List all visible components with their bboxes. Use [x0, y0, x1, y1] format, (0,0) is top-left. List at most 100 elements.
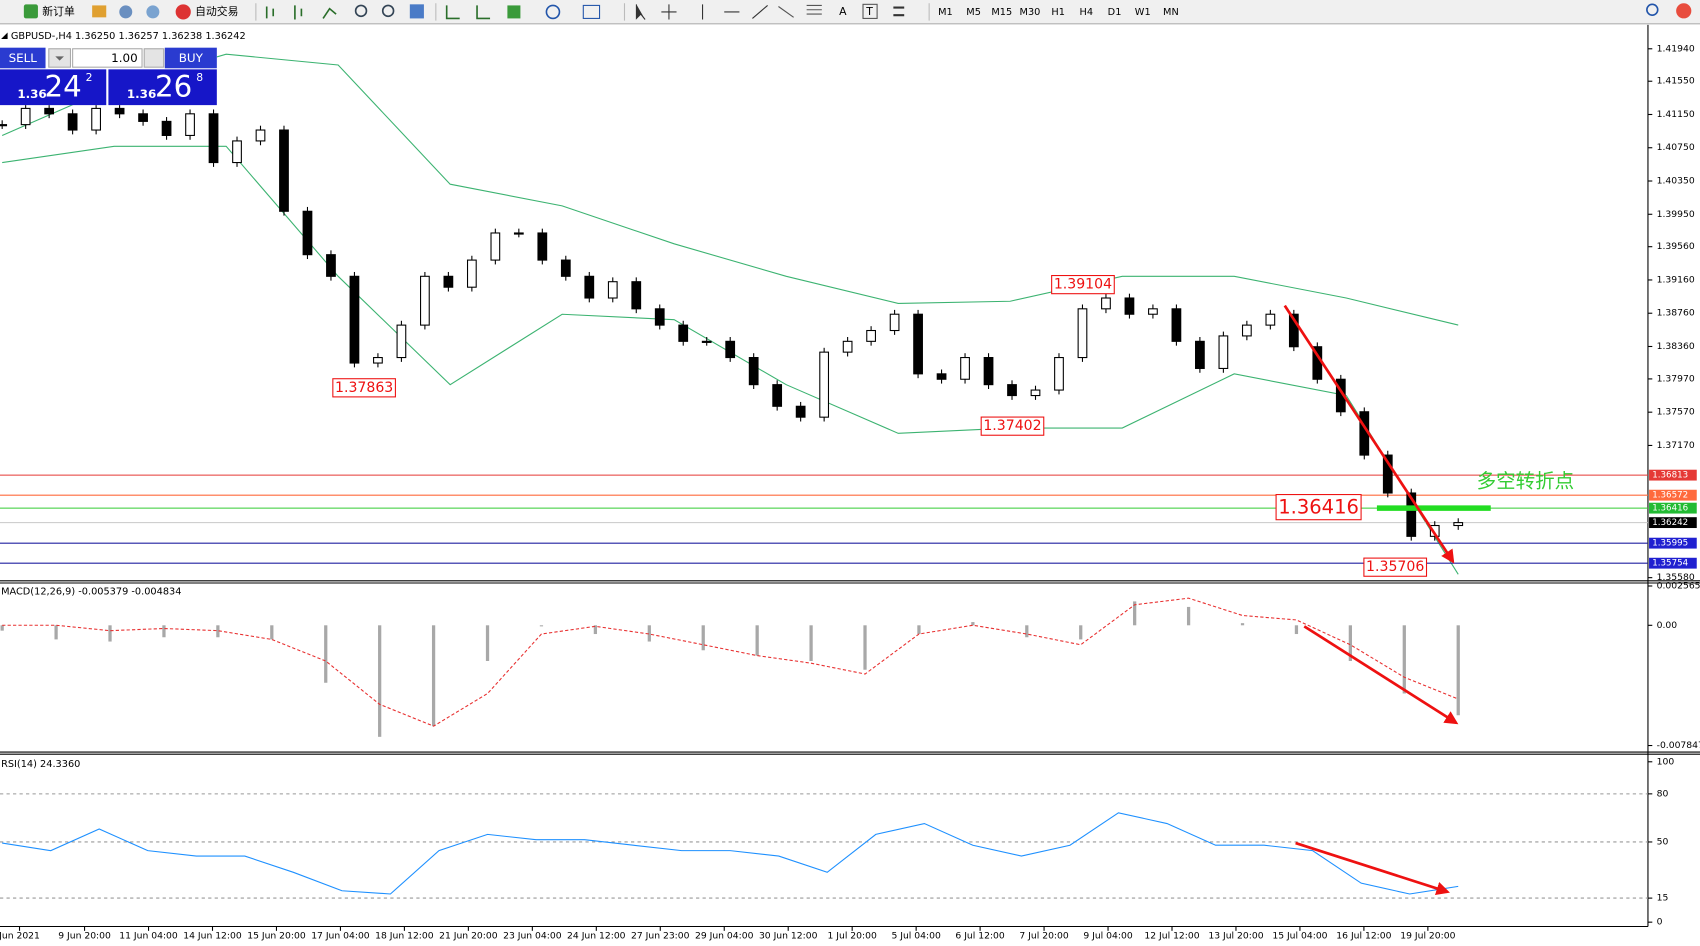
candle	[866, 329, 876, 342]
timeframe[interactable]: M15	[991, 7, 1012, 18]
candle	[1077, 308, 1088, 359]
macd-bar	[809, 625, 813, 661]
tile-icon[interactable]	[409, 4, 424, 19]
lots-input[interactable]	[72, 48, 143, 68]
bid-frac: 2	[86, 71, 93, 84]
macd-bar	[1133, 601, 1137, 626]
y-tick-label: 100	[1657, 756, 1675, 767]
candle	[67, 113, 78, 131]
zoom-in[interactable]	[354, 4, 368, 18]
scroll-icons[interactable]	[445, 5, 491, 20]
new-order[interactable]: 新订单	[42, 4, 75, 18]
icon[interactable]	[146, 5, 160, 19]
price-level-label: 1.36242	[1652, 518, 1688, 528]
one-click-trading: SELL 1.00 BUY 1.36 24 2 1.36 26 8	[0, 46, 217, 106]
label-tool[interactable]: T	[865, 5, 873, 18]
periods-icon[interactable]	[545, 4, 561, 20]
templates-icon[interactable]	[582, 4, 601, 19]
timeframe[interactable]: W1	[1135, 7, 1151, 18]
text-tool[interactable]: A	[839, 5, 847, 18]
price-level-label: 1.36416	[1652, 504, 1688, 514]
macd-bar	[270, 625, 274, 640]
ask-box[interactable]	[108, 69, 217, 106]
time-label: 18 Jun 12:00	[375, 931, 434, 942]
notifications[interactable]	[1676, 3, 1692, 19]
y-tick-label: 1.38360	[1657, 341, 1695, 352]
indicators-icon[interactable]	[507, 5, 521, 19]
series-line	[2, 812, 1459, 895]
icon[interactable]	[265, 6, 275, 19]
timeframe[interactable]: D1	[1108, 7, 1122, 18]
candle	[490, 232, 501, 261]
candle	[819, 351, 830, 418]
icon[interactable]	[119, 5, 133, 19]
macd-bar	[431, 625, 436, 727]
search[interactable]	[1646, 3, 1659, 16]
macd-bar	[971, 622, 975, 626]
candle	[138, 113, 148, 122]
candle	[560, 259, 571, 277]
label-tool-box[interactable]	[862, 3, 878, 19]
auto-trading-icon[interactable]	[175, 4, 191, 20]
time-label: 15 Jul 04:00	[1272, 931, 1327, 942]
zoom-out[interactable]	[381, 4, 395, 18]
y-tick-label: 1.37170	[1657, 440, 1695, 451]
candle	[748, 357, 759, 386]
icon[interactable]	[294, 5, 303, 20]
candle	[326, 254, 336, 277]
collapse-triangle	[1, 32, 8, 40]
bid-box[interactable]	[0, 69, 107, 106]
macd-bar	[701, 625, 705, 651]
timeframe[interactable]: M1	[938, 7, 953, 18]
candle	[983, 357, 994, 386]
auto-trading[interactable]: 自动交易	[195, 4, 238, 18]
timeframe[interactable]: H4	[1080, 7, 1094, 18]
line-icons[interactable]	[702, 4, 768, 20]
arrow-icon	[55, 56, 64, 61]
price-level-tag	[1649, 469, 1697, 481]
candle	[678, 324, 689, 342]
time-label: 11 Jun 04:00	[119, 931, 178, 942]
timeframe[interactable]: MN	[1163, 7, 1179, 18]
timeframe[interactable]: M30	[1020, 7, 1041, 18]
macd-bar	[0, 625, 4, 631]
lots-up[interactable]	[143, 48, 165, 68]
timeframe[interactable]: H1	[1051, 7, 1065, 18]
time-label: 29 Jun 04:00	[695, 931, 754, 942]
buy-button[interactable]	[164, 47, 217, 69]
timeframe[interactable]: M5	[966, 7, 981, 18]
time-label: 5 Jul 04:00	[891, 931, 940, 942]
price-annotation: 1.39104	[1054, 277, 1112, 293]
lots-value[interactable]: 1.00	[111, 51, 138, 65]
y-tick-label: 1.41150	[1657, 109, 1695, 120]
crosshair-icon[interactable]	[661, 4, 677, 20]
time-label: 30 Jun 12:00	[759, 931, 818, 942]
candle	[44, 107, 55, 115]
sell-button[interactable]	[0, 47, 46, 69]
arrows-icon[interactable]	[893, 6, 905, 17]
time-label: 19 Jul 20:00	[1400, 931, 1455, 942]
candle	[0, 124, 8, 127]
candle	[1148, 308, 1158, 315]
candle	[1101, 297, 1111, 310]
new-order-icon[interactable]	[23, 4, 38, 19]
rsi-header: RSI(14) 24.3360	[1, 759, 80, 770]
icon[interactable]	[92, 5, 107, 18]
sell-label[interactable]: SELL	[9, 51, 38, 65]
chart-bg	[0, 24, 1700, 946]
macd-bar	[539, 625, 544, 627]
macd-bar	[1456, 625, 1460, 716]
price-annotation: 1.37863	[335, 380, 393, 396]
buy-label[interactable]: BUY	[179, 51, 204, 65]
time-label: 6 Jul 12:00	[955, 931, 1004, 942]
time-label: 24 Jun 12:00	[567, 931, 626, 942]
candle	[255, 129, 266, 142]
time-label: 12 Jul 12:00	[1144, 931, 1199, 942]
cursor-icon[interactable]	[635, 4, 646, 20]
icon[interactable]	[322, 7, 337, 19]
fibo-icons[interactable]	[778, 4, 822, 18]
price-level-tag	[1649, 489, 1697, 501]
